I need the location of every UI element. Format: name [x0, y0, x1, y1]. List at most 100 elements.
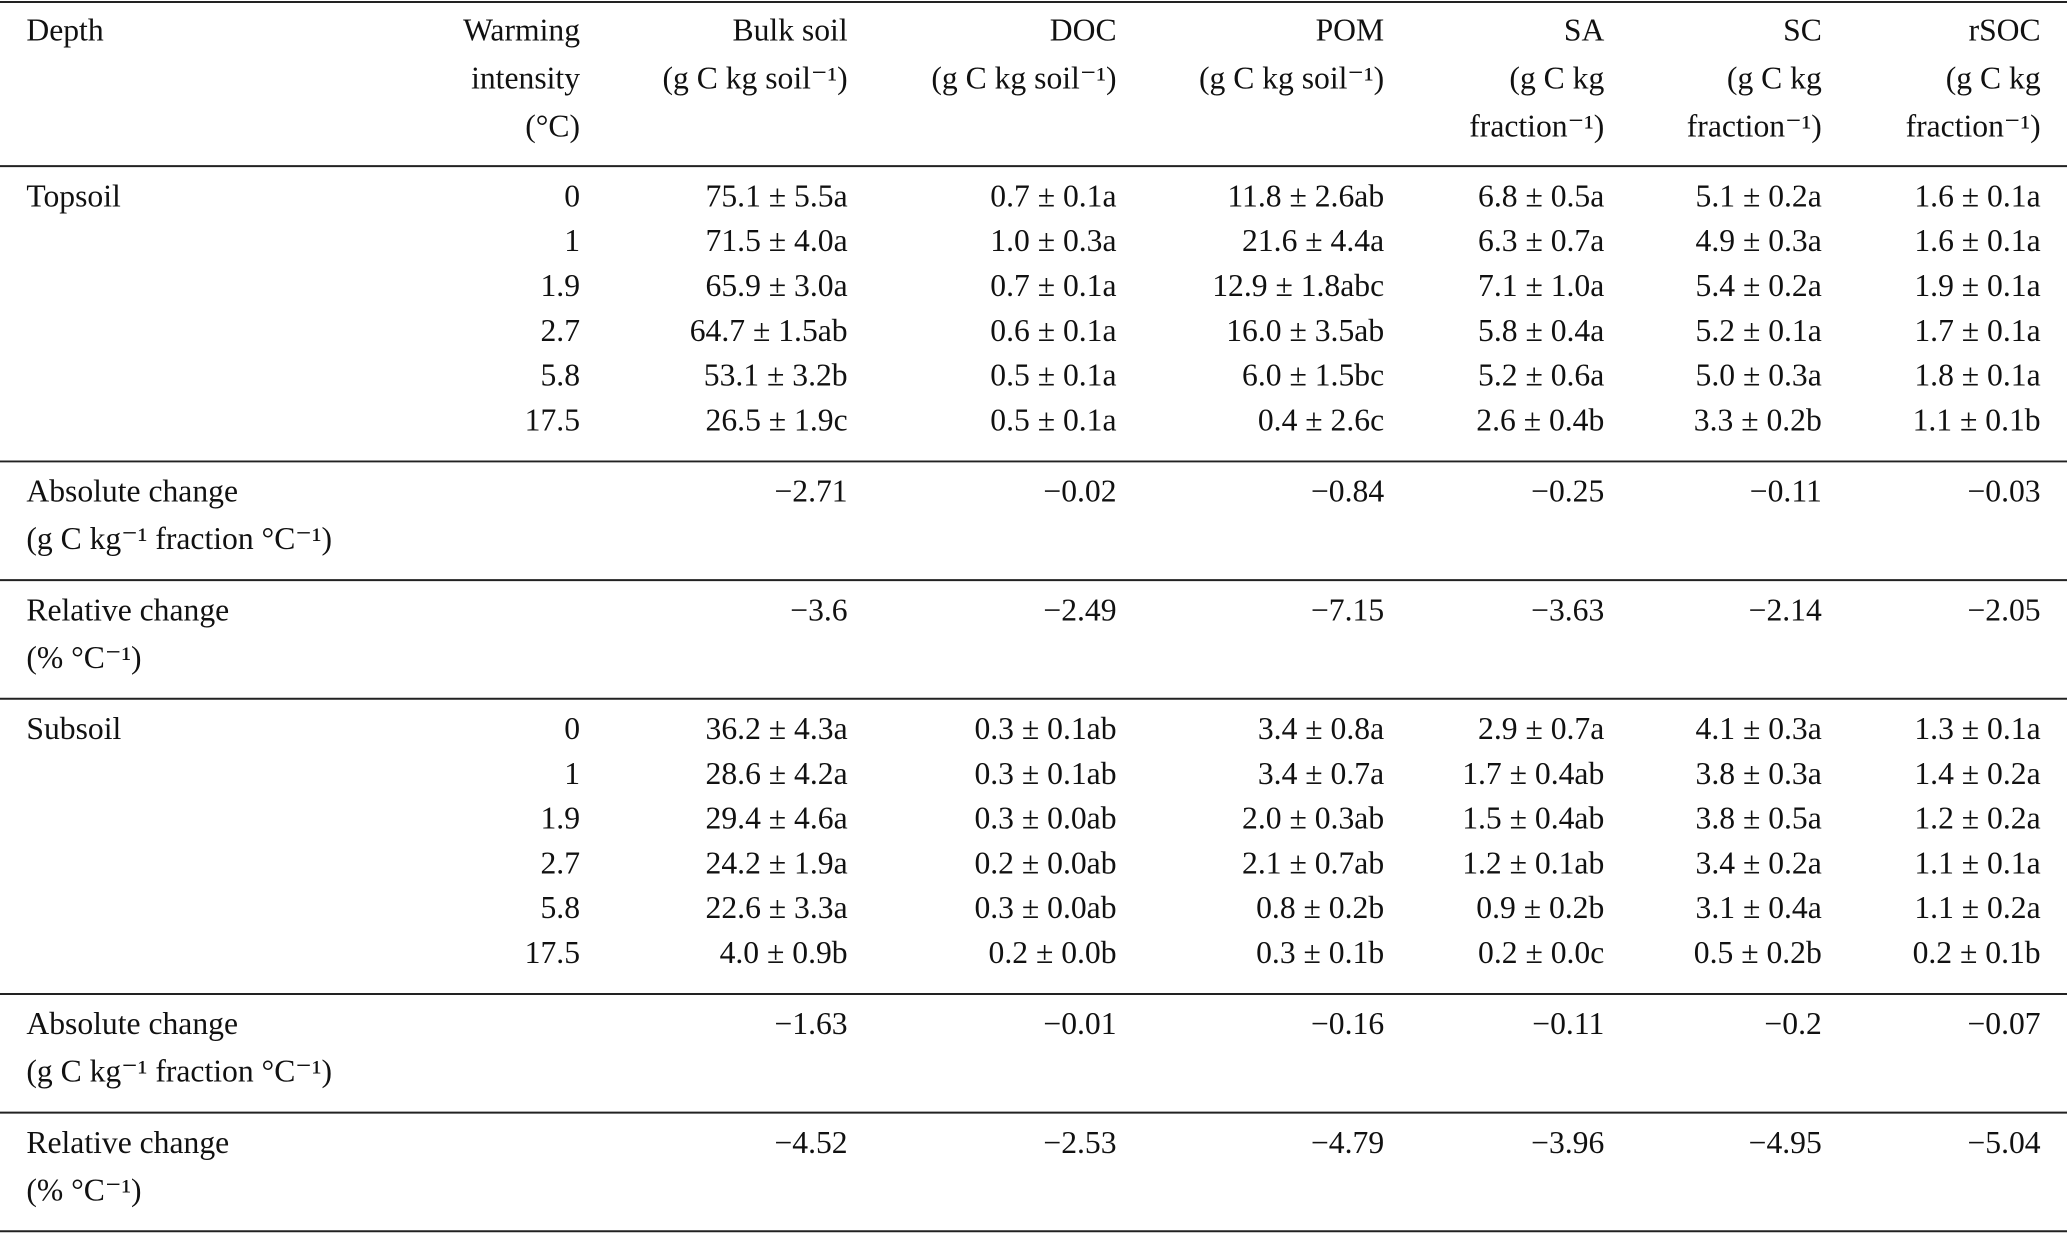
cell: 1.1 ± 0.1a [1914, 845, 2040, 880]
cell: −0.02 [1043, 474, 1116, 509]
cell: 0.9 ± 0.2b [1476, 890, 1604, 925]
cell: 5.2 ± 0.6a [1478, 358, 1604, 393]
cell: 1 [564, 223, 580, 258]
header-cell: SA [1564, 12, 1605, 47]
cell: −0.03 [1967, 474, 2040, 509]
row-label: Relative change [26, 592, 229, 627]
cell: 1.1 ± 0.2a [1914, 890, 2040, 925]
header-cell: (g C kg [1509, 60, 1604, 95]
cell: 11.8 ± 2.6ab [1227, 178, 1384, 213]
cell: 0 [564, 711, 580, 746]
cell: 1.9 [540, 801, 580, 836]
header-cell: rSOC [1969, 12, 2041, 47]
row-label: (% °C⁻¹) [26, 1172, 141, 1207]
cell: −3.6 [790, 592, 847, 627]
cell: 3.4 ± 0.7a [1258, 756, 1384, 791]
cell: 5.8 [540, 890, 580, 925]
cell: 2.0 ± 0.3ab [1242, 801, 1384, 836]
cell: 3.3 ± 0.2b [1694, 402, 1822, 437]
cell: 0.3 ± 0.1ab [974, 756, 1116, 791]
cell: −7.15 [1311, 592, 1384, 627]
cell: −4.52 [774, 1125, 847, 1160]
row-label: Absolute change [26, 474, 238, 509]
depth-label: Subsoil [26, 711, 121, 746]
header-cell: Depth [26, 12, 103, 47]
cell: 3.8 ± 0.5a [1696, 801, 1822, 836]
cell: 0 [564, 178, 580, 213]
cell: −0.01 [1043, 1006, 1116, 1041]
cell: −2.71 [774, 474, 847, 509]
cell: −2.53 [1043, 1125, 1116, 1160]
row-label: (% °C⁻¹) [26, 640, 141, 675]
cell: 1.2 ± 0.1ab [1462, 845, 1604, 880]
cell: 17.5 [525, 935, 580, 970]
cell: 5.8 ± 0.4a [1478, 313, 1604, 348]
cell: −0.2 [1764, 1006, 1821, 1041]
header-cell: POM [1316, 12, 1385, 47]
cell: −3.96 [1531, 1125, 1604, 1160]
cell: 75.1 ± 5.5a [706, 178, 848, 213]
header-cell: (g C kg soil⁻¹) [662, 60, 847, 95]
cell: 1.9 [540, 268, 580, 303]
cell: 6.3 ± 0.7a [1478, 223, 1604, 258]
cell: 0.5 ± 0.1a [990, 402, 1116, 437]
header-cell: (°C) [525, 109, 580, 144]
cell: 0.2 ± 0.0b [989, 935, 1117, 970]
cell: −0.84 [1311, 474, 1384, 509]
cell: 3.1 ± 0.4a [1696, 890, 1822, 925]
cell: 4.9 ± 0.3a [1696, 223, 1822, 258]
cell: 21.6 ± 4.4a [1242, 223, 1384, 258]
header-cell: (g C kg soil⁻¹) [931, 60, 1116, 95]
cell: 1.0 ± 0.3a [990, 223, 1116, 258]
cell: 2.9 ± 0.7a [1478, 711, 1604, 746]
cell: 1.2 ± 0.2a [1914, 801, 2040, 836]
cell: −4.79 [1311, 1125, 1384, 1160]
cell: 0.3 ± 0.1ab [974, 711, 1116, 746]
cell: −5.04 [1967, 1125, 2040, 1160]
cell: 28.6 ± 4.2a [706, 756, 848, 791]
row-label: Relative change [26, 1125, 229, 1160]
header-cell: fraction⁻¹) [1687, 109, 1822, 144]
cell: 26.5 ± 1.9c [706, 402, 848, 437]
row-label: Absolute change [26, 1006, 238, 1041]
cell: 16.0 ± 3.5ab [1226, 313, 1384, 348]
cell: −1.63 [774, 1006, 847, 1041]
header-cell: Warming [463, 12, 580, 47]
cell: 0.2 ± 0.0c [1478, 935, 1604, 970]
cell: −0.25 [1531, 474, 1604, 509]
cell: 7.1 ± 1.0a [1478, 268, 1604, 303]
cell: 3.4 ± 0.8a [1258, 711, 1384, 746]
cell: 24.2 ± 1.9a [706, 845, 848, 880]
cell: 2.6 ± 0.4b [1476, 402, 1604, 437]
cell: −0.11 [1532, 1006, 1604, 1041]
cell: 1.3 ± 0.1a [1914, 711, 2040, 746]
cell: 1 [564, 756, 580, 791]
cell: −0.11 [1750, 474, 1822, 509]
cell: 1.1 ± 0.1b [1913, 402, 2041, 437]
cell: −2.14 [1749, 592, 1822, 627]
cell: 0.2 ± 0.1b [1913, 935, 2041, 970]
cell: −2.49 [1043, 592, 1116, 627]
cell: 12.9 ± 1.8abc [1212, 268, 1384, 303]
cell: 1.5 ± 0.4ab [1462, 801, 1604, 836]
cell: 5.0 ± 0.3a [1696, 358, 1822, 393]
cell: 0.5 ± 0.1a [990, 358, 1116, 393]
cell: −0.07 [1967, 1006, 2040, 1041]
cell: −0.16 [1311, 1006, 1384, 1041]
cell: 1.6 ± 0.1a [1914, 223, 2040, 258]
cell: 0.3 ± 0.0ab [974, 890, 1116, 925]
header-cell: SC [1783, 12, 1822, 47]
cell: 0.4 ± 2.6c [1258, 402, 1384, 437]
cell: 4.1 ± 0.3a [1696, 711, 1822, 746]
cell: 0.7 ± 0.1a [990, 178, 1116, 213]
cell: 1.9 ± 0.1a [1914, 268, 2040, 303]
cell: 0.5 ± 0.2b [1694, 935, 1822, 970]
cell: 1.4 ± 0.2a [1914, 756, 2040, 791]
cell: 1.7 ± 0.1a [1914, 313, 2040, 348]
cell: 5.1 ± 0.2a [1696, 178, 1822, 213]
cell: 0.3 ± 0.1b [1256, 935, 1384, 970]
row-label: (g C kg⁻¹ fraction °C⁻¹) [26, 521, 332, 556]
cell: 36.2 ± 4.3a [706, 711, 848, 746]
depth-label: Topsoil [26, 178, 121, 213]
cell: 6.0 ± 1.5bc [1242, 358, 1384, 393]
